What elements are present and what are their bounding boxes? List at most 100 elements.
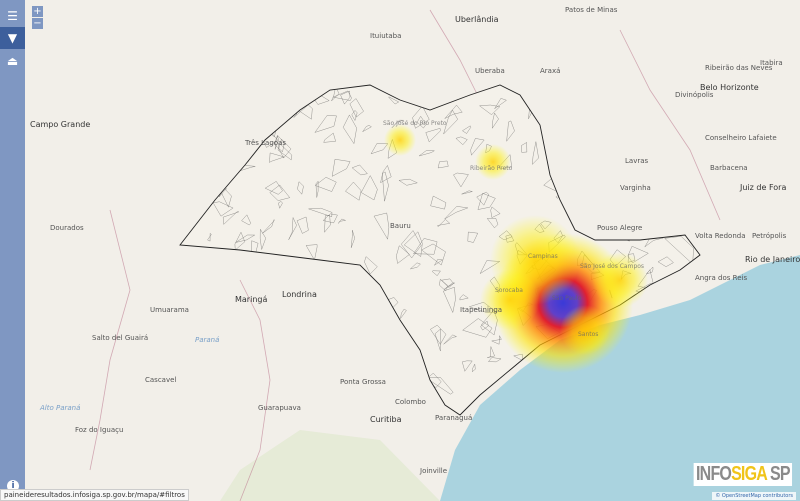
map-label: Uberlândia (455, 15, 499, 24)
map-label: Volta Redonda (695, 232, 745, 240)
map-label: Uberaba (475, 67, 505, 75)
municipality-border (378, 331, 384, 345)
municipality-border (412, 105, 430, 129)
map-label: Lavras (625, 157, 648, 165)
municipality-border (410, 262, 421, 270)
status-url: paineideresultados.infosiga.sp.gov.br/ma… (0, 489, 189, 501)
map-label: Itabira (760, 59, 783, 67)
municipality-border (398, 178, 418, 186)
municipality-border (340, 90, 351, 105)
municipality-border (320, 299, 328, 313)
map-label: Maringá (235, 295, 267, 304)
municipality-border (392, 341, 404, 360)
municipality-border (492, 112, 499, 129)
municipality-border (321, 375, 326, 390)
zoom-out-button[interactable]: − (32, 18, 43, 29)
municipality-border (585, 205, 600, 223)
menu-icon[interactable]: ☰ (7, 9, 18, 23)
municipality-border (297, 181, 304, 195)
map-label: Campo Grande (30, 120, 90, 129)
municipality-border (421, 243, 446, 266)
map-label: Joinville (419, 467, 447, 475)
green-area (220, 430, 440, 501)
map-label: Salto del Guairá (92, 334, 148, 342)
map-label: Patos de Minas (565, 6, 618, 14)
municipality-border (431, 270, 441, 276)
map-label: Pouso Alegre (597, 224, 642, 232)
municipality-border (462, 318, 493, 338)
municipality-border (288, 217, 297, 240)
municipality-border (224, 285, 232, 301)
map-label: Belo Horizonte (700, 83, 759, 92)
map-label: Ponta Grossa (340, 378, 386, 386)
municipality-border (314, 115, 337, 133)
municipality-border (437, 219, 451, 227)
municipality-border (343, 276, 351, 291)
municipality-border (657, 256, 674, 267)
map-attribution[interactable]: © OpenStreetMap contributors (712, 492, 796, 500)
map-label: Conselheiro Lafaiete (705, 134, 777, 142)
municipality-border (494, 98, 507, 109)
municipality-border (342, 114, 357, 145)
zoom-in-button[interactable]: + (32, 6, 43, 17)
municipality-border (239, 368, 263, 386)
municipality-border (269, 152, 285, 163)
infosiga-logo: INFOSIGA SP (693, 463, 792, 486)
toolbox-icon[interactable]: ⏏ (6, 54, 19, 68)
municipality-border (227, 147, 237, 164)
municipality-border (222, 140, 235, 152)
municipality-border (296, 282, 308, 291)
municipality-border (334, 309, 365, 332)
municipality-border (560, 182, 573, 197)
filter-icon[interactable]: ▼ (0, 27, 25, 49)
municipality-border (296, 216, 309, 234)
place-label-ribeirao-preto: Ribeirão Preto (470, 165, 513, 172)
municipality-border (220, 373, 232, 394)
municipality-border (437, 160, 449, 169)
municipality-border (434, 328, 441, 352)
municipality-border (244, 118, 248, 129)
municipality-border (349, 98, 364, 118)
municipality-border (395, 338, 410, 347)
municipality-border (566, 152, 583, 158)
map-label: Ituiutaba (370, 32, 401, 40)
municipality-border (425, 377, 454, 395)
municipality-border (336, 276, 350, 290)
municipality-border (600, 172, 606, 178)
municipality-border (487, 346, 495, 358)
municipality-border (467, 231, 479, 243)
municipality-border (331, 159, 351, 177)
map-label: Guarapuava (258, 404, 301, 412)
municipality-border (606, 112, 618, 127)
municipality-border (388, 96, 400, 105)
map-label: Cascavel (145, 376, 176, 384)
municipality-border (362, 125, 372, 132)
municipality-border (521, 142, 528, 153)
municipality-border (400, 308, 407, 319)
municipality-border (248, 109, 275, 117)
municipality-border (274, 134, 279, 150)
municipality-border (273, 135, 285, 153)
map-label: Três Lagoas (244, 139, 286, 147)
municipality-border (269, 184, 291, 201)
municipality-border (506, 120, 515, 142)
map-labels: Uberlândia Patos de Minas Ituiutaba Uberaba… (30, 6, 800, 475)
municipality-border (443, 334, 458, 345)
map-label: Varginha (620, 184, 651, 192)
municipality-border (624, 138, 646, 152)
place-label-santos: Santos (578, 331, 598, 338)
map-label: Rio de Janeiro (745, 255, 800, 264)
municipality-border (529, 100, 542, 113)
municipality-border (391, 119, 404, 128)
municipality-border (462, 125, 472, 134)
place-label-campinas: Campinas (528, 253, 558, 260)
map-label: Paraná (195, 336, 219, 344)
municipality-border (331, 86, 340, 102)
municipality-border (653, 161, 658, 177)
municipality-border (385, 330, 407, 346)
municipality-border (322, 213, 338, 224)
map-label: Araxá (540, 67, 560, 75)
municipality-border (655, 190, 671, 209)
municipality-border (282, 270, 289, 278)
